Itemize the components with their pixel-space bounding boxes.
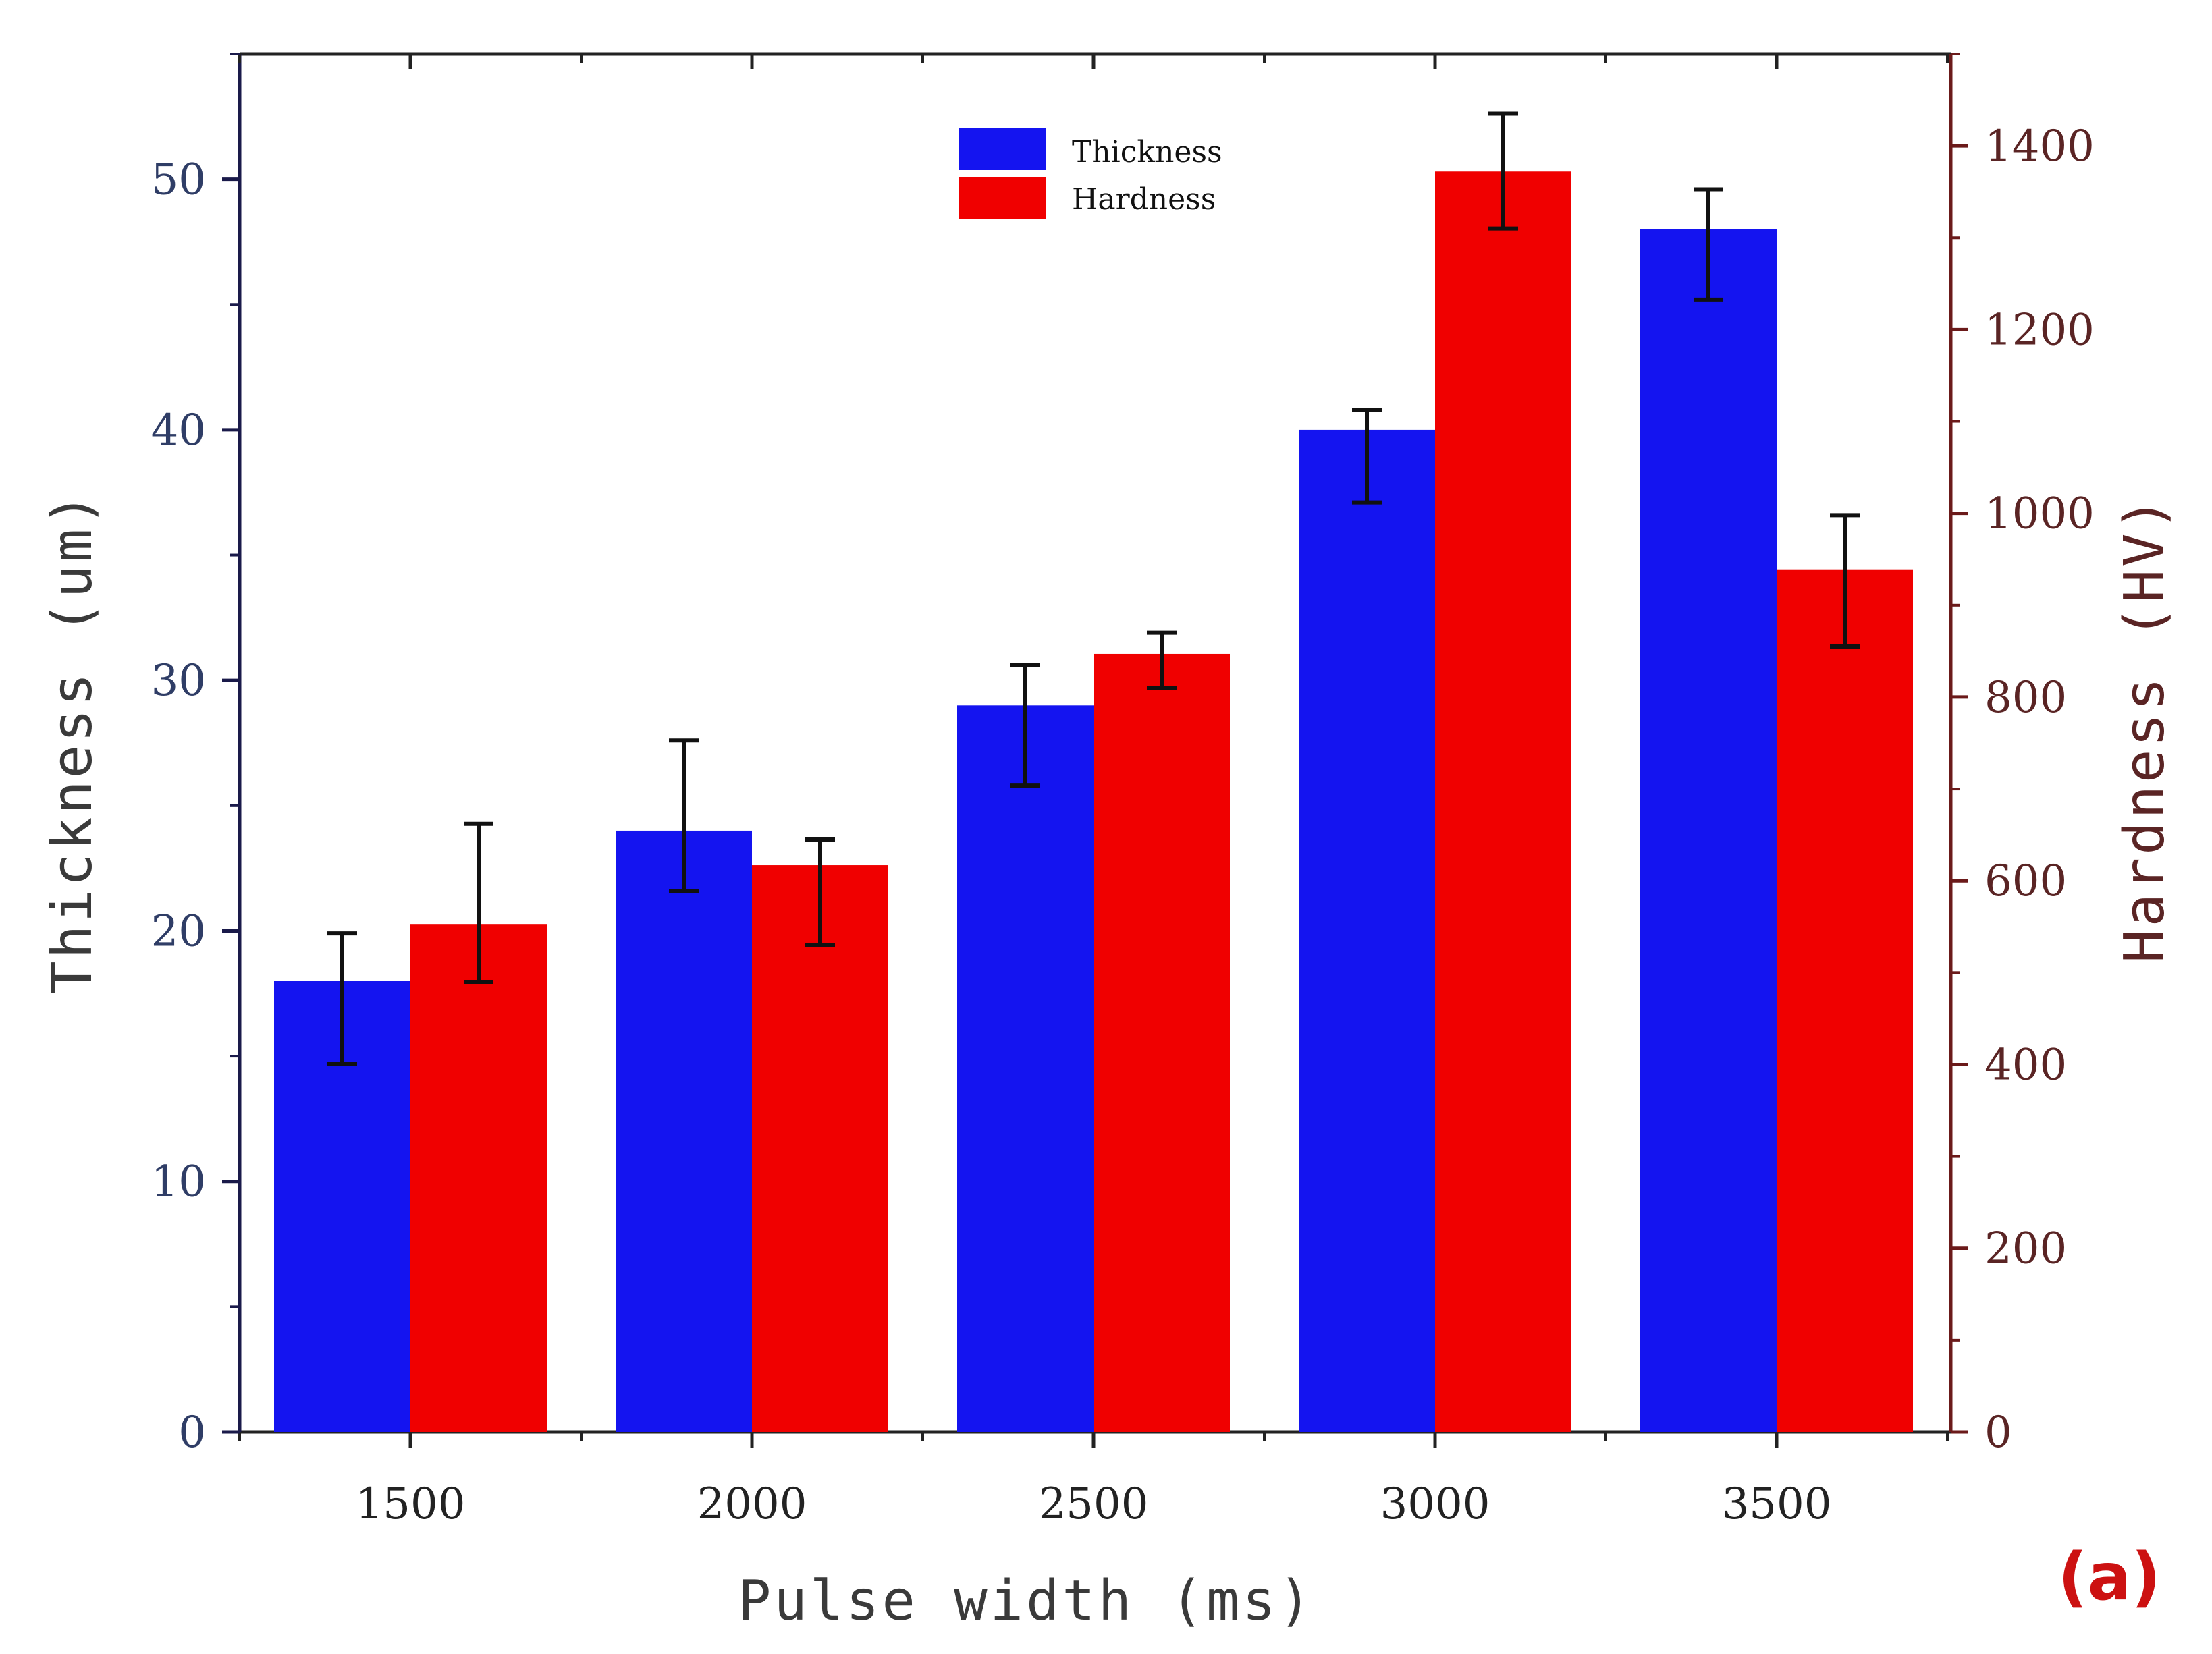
y-right-tick-label-1400: 1400	[1985, 121, 2095, 171]
error-bar-thickness-1500	[327, 931, 357, 1066]
y-axis-right-title: Hardness (HV)	[2113, 495, 2177, 963]
error-bars-layer	[327, 111, 1860, 1066]
error-bar-hardness-2000	[805, 837, 835, 947]
panel-label: (a)	[2058, 1539, 2161, 1615]
bar-thickness-2500	[957, 705, 1094, 1432]
bar-thickness-3000	[1299, 429, 1435, 1432]
ticks-layer: 1500 2000 2500 3000 3500 0 10 20 30 40 50 0 200 400 60…	[151, 53, 2095, 1529]
y-axis-left-title: Thickness (um)	[41, 490, 105, 994]
error-bar-thickness-3000	[1352, 408, 1382, 505]
legend-swatch-thickness	[959, 128, 1046, 170]
bar-hardness-2500	[1094, 653, 1230, 1432]
y-left-tick-label-0: 0	[178, 1408, 206, 1458]
y-right-tick-label-400: 400	[1985, 1040, 2067, 1090]
x-tick-label-2000: 2000	[697, 1479, 807, 1529]
bar-hardness-3000	[1435, 171, 1571, 1432]
y-right-tick-label-1000: 1000	[1985, 489, 2095, 539]
x-tick-label-2500: 2500	[1039, 1479, 1149, 1529]
bar-hardness-2000	[752, 865, 888, 1432]
legend-swatch-hardness	[959, 177, 1046, 219]
y-right-tick-label-200: 200	[1985, 1224, 2067, 1274]
error-bar-thickness-2000	[669, 738, 699, 893]
y-left-tick-label-50: 50	[151, 155, 206, 205]
bar-thickness-3500	[1640, 229, 1777, 1433]
bar-hardness-3500	[1777, 569, 1913, 1432]
x-tick-label-3500: 3500	[1722, 1479, 1832, 1529]
error-bar-thickness-2500	[1010, 663, 1040, 788]
error-bar-hardness-1500	[464, 821, 493, 984]
error-bar-thickness-3500	[1694, 187, 1723, 302]
y-left-tick-label-10: 10	[151, 1157, 206, 1207]
y-right-tick-label-600: 600	[1985, 856, 2067, 906]
x-axis-title: Pulse width (ms)	[738, 1569, 1314, 1633]
legend: Thickness Hardness	[959, 128, 1222, 219]
bars-layer	[274, 171, 1913, 1433]
x-tick-label-3000: 3000	[1380, 1479, 1490, 1529]
y-right-tick-label-0: 0	[1985, 1408, 2012, 1458]
y-right-tick-label-1200: 1200	[1985, 305, 2095, 355]
y-left-tick-label-20: 20	[151, 906, 206, 956]
y-left-tick-label-30: 30	[151, 656, 206, 706]
error-bar-hardness-3500	[1830, 513, 1860, 649]
y-left-tick-label-40: 40	[151, 406, 206, 456]
x-tick-label-1500: 1500	[356, 1479, 466, 1529]
bar-thickness-2000	[616, 830, 752, 1432]
error-bar-hardness-2500	[1147, 630, 1177, 690]
legend-label-hardness: Hardness	[1072, 182, 1216, 217]
legend-label-thickness: Thickness	[1072, 135, 1222, 169]
y-right-tick-label-800: 800	[1985, 673, 2067, 723]
error-bar-hardness-3000	[1488, 111, 1518, 231]
bar-hardness-1500	[410, 924, 547, 1432]
